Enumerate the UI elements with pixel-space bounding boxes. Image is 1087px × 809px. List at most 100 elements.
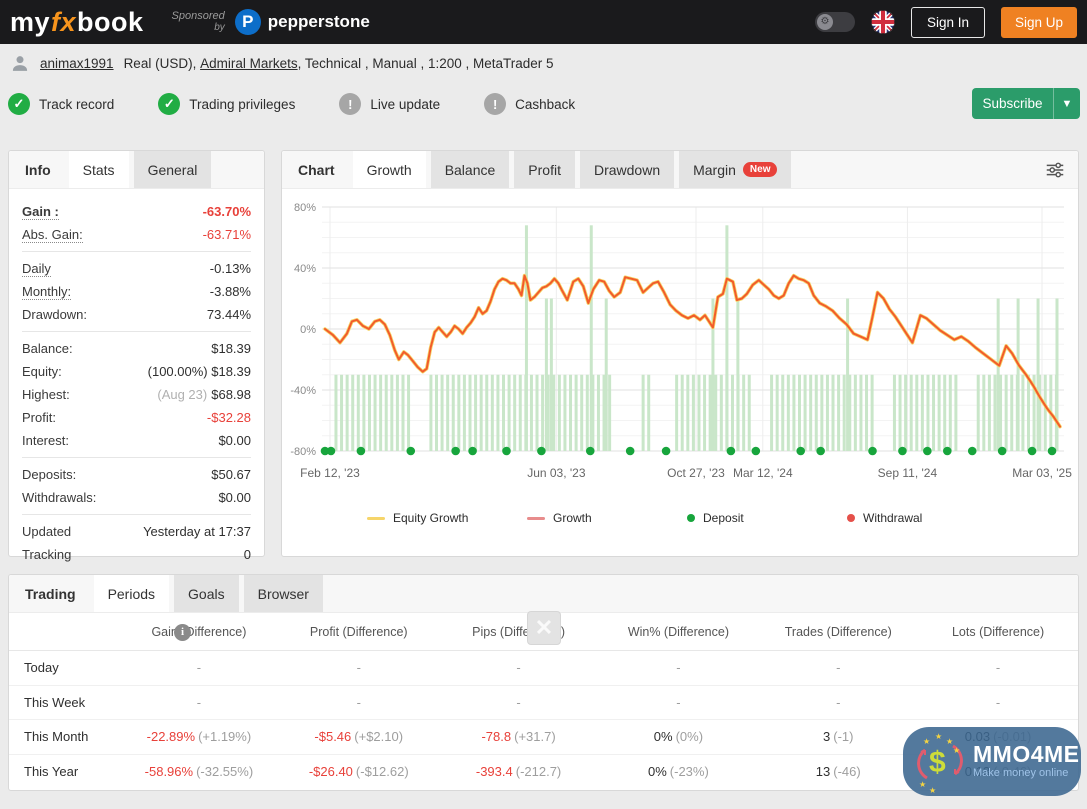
tab-periods-panel-goals[interactable]: Goals — [174, 575, 239, 612]
tab-chart-panel-profit[interactable]: Profit — [514, 151, 575, 188]
period-value-main: 0% — [654, 729, 673, 744]
legend-item-growth[interactable]: Growth — [527, 511, 687, 525]
deposit-bar — [334, 375, 337, 451]
stat-value: 73.44% — [207, 307, 251, 322]
stat-label: Deposits: — [22, 467, 76, 482]
language-flag-icon[interactable] — [871, 10, 895, 34]
period-value-main: - — [676, 660, 680, 675]
tab-info-panel-general[interactable]: General — [134, 151, 212, 188]
badge-label: Live update — [370, 97, 440, 112]
deposit-bar — [697, 375, 700, 451]
periods-panel-tabs: TradingPeriodsGoalsBrowser — [9, 575, 1078, 613]
stat-value-prefix: (Aug 23) — [157, 387, 207, 402]
growth-chart[interactable]: 80%40%0%-40%-80%Feb 12, '23Jun 03, '23Oc… — [282, 189, 1078, 499]
deposit-bar — [642, 375, 645, 451]
column-header-win%: Win% (Difference) — [598, 625, 758, 639]
period-value-main: - — [996, 660, 1000, 675]
x-axis-tick-label: Feb 12, '23 — [300, 466, 360, 480]
deposit-marker-dot — [998, 447, 1007, 456]
deposit-bar — [692, 375, 695, 451]
subscribe-button[interactable]: Subscribe ▼ — [972, 88, 1080, 119]
deposit-bar — [463, 375, 466, 451]
stat-value: Yesterday at 17:37 — [143, 524, 251, 539]
deposit-bar — [714, 375, 717, 451]
tab-chart-panel-balance[interactable]: Balance — [431, 151, 510, 188]
tab-chart-panel-drawdown[interactable]: Drawdown — [580, 151, 674, 188]
stat-value: $0.00 — [218, 490, 251, 505]
dark-mode-toggle[interactable]: ⚙ — [815, 12, 855, 32]
period-value-main: -78.8 — [481, 729, 511, 744]
period-value-cell: -22.89%(+1.19%) — [119, 729, 279, 744]
tab-chart-panel-margin[interactable]: MarginNew — [679, 151, 791, 188]
deposit-bar — [742, 375, 745, 451]
myfxbook-logo[interactable]: myfxbook — [10, 7, 144, 38]
deposit-bar — [843, 375, 846, 451]
stat-value: -63.70% — [203, 204, 251, 219]
stats-group-3: Balance:$18.39Equity:(100.00%) $18.39Hig… — [22, 332, 251, 458]
tab-chart-panel-label-margin: Margin — [693, 162, 736, 178]
logo-text-book: book — [77, 7, 144, 38]
deposit-bar — [820, 375, 823, 451]
badge-cashback[interactable]: !Cashback — [484, 93, 575, 115]
deposit-bar — [832, 375, 835, 451]
tab-info-panel-stats[interactable]: Stats — [69, 151, 129, 188]
tab-periods-panel-browser[interactable]: Browser — [244, 575, 323, 612]
deposit-bar — [709, 375, 712, 451]
period-value-main: - — [676, 695, 680, 710]
period-value-cell: - — [918, 660, 1078, 675]
deposit-bar — [401, 375, 404, 451]
deposit-bar — [407, 375, 410, 451]
legend-label: Growth — [553, 511, 592, 525]
period-value-cell: - — [758, 660, 918, 675]
deposit-bar — [513, 375, 516, 451]
badge-live-update[interactable]: ! Live update — [339, 93, 440, 115]
deposit-bar — [558, 375, 561, 451]
period-value-cell: - — [279, 695, 439, 710]
stat-row-updated: Updated Yesterday at 17:37 — [22, 520, 251, 543]
deposit-bar — [809, 375, 812, 451]
legend-dot-swatch — [847, 514, 855, 522]
stat-row-balance: Balance:$18.39 — [22, 337, 251, 360]
tab-info-panel-label-stats: Stats — [83, 162, 115, 178]
sign-up-button[interactable]: Sign Up — [1001, 7, 1077, 38]
badge-trading-privileges[interactable]: ✓Trading privileges — [158, 93, 295, 115]
deposit-marker-dot — [357, 447, 366, 456]
badge-track-record[interactable]: ✓Track record — [8, 93, 114, 115]
stat-label: Daily — [22, 261, 51, 277]
stat-value: 0 — [244, 547, 251, 562]
deposit-marker-dot — [923, 447, 932, 456]
subscribe-dropdown-chevron-icon[interactable]: ▼ — [1053, 88, 1080, 119]
account-details-prefix: Real (USD), — [124, 56, 197, 71]
check-circle-icon: ✓ — [8, 93, 30, 115]
deposit-bar — [340, 375, 343, 451]
tab-info-panel-info[interactable]: Info — [23, 151, 61, 188]
legend-label: Withdrawal — [863, 511, 922, 525]
stats-group-1: Gain :-63.70%Abs. Gain:-63.71% — [22, 195, 251, 252]
deposit-bar — [485, 375, 488, 451]
tab-chart-panel-label-drawdown: Drawdown — [594, 162, 660, 178]
tabstrip-right — [1044, 151, 1078, 188]
tab-periods-panel-periods[interactable]: Periods — [94, 575, 169, 612]
sign-in-button[interactable]: Sign In — [911, 7, 985, 38]
stat-label: Updated — [22, 524, 71, 539]
pepperstone-logo[interactable]: P pepperstone — [235, 9, 370, 35]
deposit-bar — [915, 375, 918, 451]
deposit-bar — [977, 375, 980, 451]
broker-link[interactable]: Admiral Markets — [200, 56, 298, 71]
deposit-bar — [982, 375, 985, 451]
deposit-marker-dot — [1048, 447, 1057, 456]
stat-row-highest: Highest:(Aug 23)$68.98 — [22, 383, 251, 406]
tab-chart-panel-growth[interactable]: Growth — [353, 151, 426, 188]
deposit-bar — [491, 375, 494, 451]
legend-item-deposit[interactable]: Deposit — [687, 511, 847, 525]
legend-item-equity-growth[interactable]: Equity Growth — [367, 511, 527, 525]
deposit-bar-large — [725, 225, 728, 451]
table-info-icon[interactable]: i — [174, 624, 191, 641]
stats-panel-tabs: Info Stats General — [9, 151, 264, 189]
info-circle-icon: ! — [339, 93, 361, 115]
deposit-bar — [608, 375, 611, 451]
chart-settings-icon[interactable] — [1044, 159, 1066, 181]
legend-item-withdrawal[interactable]: Withdrawal — [847, 511, 1007, 525]
account-username-link[interactable]: animax1991 — [40, 56, 114, 71]
deposit-marker-dot — [327, 447, 336, 456]
